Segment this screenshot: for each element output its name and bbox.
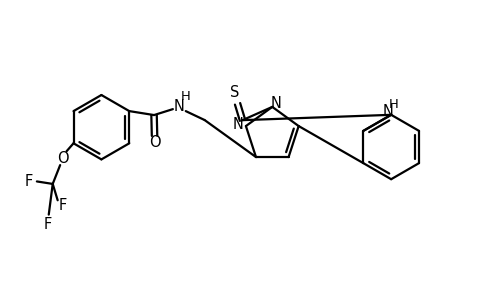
Text: O: O [148,135,160,150]
Text: F: F [24,174,32,189]
Text: N: N [383,104,394,119]
Text: O: O [57,151,68,166]
Text: H: H [388,98,398,111]
Text: F: F [44,217,52,232]
Text: H: H [181,90,190,103]
Text: F: F [59,198,67,213]
Text: N: N [271,97,281,111]
Text: N: N [174,99,184,114]
Text: S: S [230,85,240,100]
Text: N: N [232,117,243,132]
